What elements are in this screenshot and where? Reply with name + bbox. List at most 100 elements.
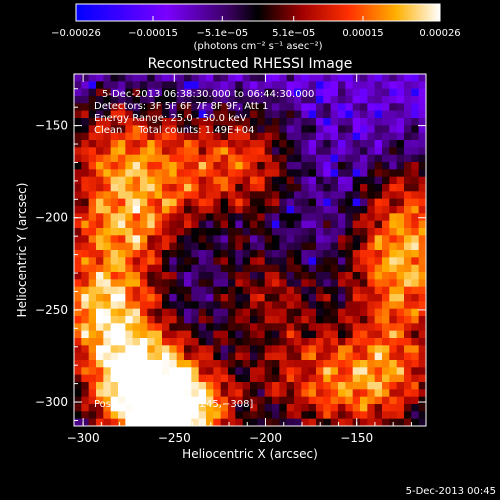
heatmap-cell [338, 360, 346, 368]
heatmap-cell [184, 220, 192, 229]
heatmap-cell [338, 213, 346, 222]
heatmap-cell [235, 250, 244, 258]
heatmap-cell [418, 206, 426, 214]
heatmap-cell [169, 316, 178, 324]
heatmap-cell [418, 389, 426, 398]
heatmap-cell [206, 360, 214, 368]
heatmap-cell [411, 389, 420, 398]
heatmap-cell [242, 103, 251, 112]
heatmap-cell [81, 206, 90, 214]
heatmap-cell [345, 250, 354, 258]
heatmap-cell [81, 294, 90, 302]
heatmap-cell [198, 88, 207, 97]
heatmap-cell [228, 118, 236, 126]
heatmap-cell [418, 264, 426, 273]
heatmap-cell [301, 235, 310, 244]
heatmap-cell [301, 257, 310, 266]
heatmap-cell [81, 338, 90, 346]
heatmap-cell [118, 147, 126, 156]
heatmap-cell [330, 213, 339, 222]
heatmap-cell [338, 176, 346, 185]
heatmap-cell [206, 411, 214, 420]
heatmap-cell [88, 235, 97, 244]
heatmap-cell [360, 162, 368, 170]
heatmap-cell [176, 396, 185, 405]
heatmap-cell [162, 404, 170, 412]
heatmap-cell [184, 389, 192, 398]
heatmap-cell [404, 198, 412, 207]
heatmap-cell [147, 96, 156, 104]
heatmap-cell [286, 125, 295, 134]
heatmap-cell [176, 228, 185, 236]
heatmap-cell [228, 88, 236, 97]
heatmap-cell [382, 74, 390, 82]
heatmap-cell [191, 418, 200, 426]
heatmap-cell [154, 294, 163, 302]
heatmap-cell [294, 176, 302, 185]
heatmap-cell [88, 88, 97, 97]
heatmap-cell [88, 250, 97, 258]
info-block: 5-Dec-2013 06:38:30.000 to 06:44:30.000 … [94, 89, 314, 136]
heatmap-cell [286, 330, 295, 339]
heatmap-cell [250, 279, 258, 288]
heatmap-cell [103, 198, 112, 207]
heatmap-cell [330, 257, 339, 266]
heatmap-cell [411, 110, 420, 119]
heatmap-cell [220, 110, 229, 119]
heatmap-cell [81, 74, 90, 82]
heatmap-cell [286, 367, 295, 376]
heatmap-cell [308, 140, 317, 148]
heatmap-cell [74, 279, 82, 288]
heatmap-cell [301, 132, 310, 141]
heatmap-cell [228, 272, 236, 280]
heatmap-cell [81, 242, 90, 251]
heatmap-cell [257, 294, 266, 302]
heatmap-cell [286, 74, 295, 82]
heatmap-cell [286, 257, 295, 266]
heatmap-cell [330, 389, 339, 398]
heatmap-cell [103, 235, 112, 244]
heatmap-cell [330, 411, 339, 420]
heatmap-cell [316, 286, 324, 295]
heatmap-cell [184, 184, 192, 192]
heatmap-cell [264, 184, 273, 192]
heatmap-cell [125, 140, 134, 148]
heatmap-cell [323, 404, 332, 412]
heatmap-cell [169, 301, 178, 310]
heatmap-cell [169, 81, 178, 90]
heatmap-cell [191, 184, 200, 192]
heatmap-cell [264, 198, 273, 207]
heatmap-cell [162, 191, 170, 200]
heatmap-cell [206, 272, 214, 280]
heatmap-cell [147, 235, 156, 244]
heatmap-cell [242, 279, 251, 288]
heatmap-cell [154, 308, 163, 317]
heatmap-cell [396, 411, 405, 420]
heatmap-cell [132, 125, 141, 134]
heatmap-cell [162, 154, 170, 163]
heatmap-cell [352, 132, 361, 141]
heatmap-cell [323, 411, 332, 420]
heatmap-cell [198, 169, 207, 178]
heatmap-cell [103, 169, 112, 178]
heatmap-cell [88, 352, 97, 361]
heatmap-cell [191, 294, 200, 302]
heatmap-cell [96, 396, 104, 405]
heatmap-cell [257, 162, 266, 170]
heatmap-cell [169, 125, 178, 134]
heatmap-cell [374, 264, 383, 273]
heatmap-cell [301, 88, 310, 97]
heatmap-cell [352, 279, 361, 288]
heatmap-cell [118, 103, 126, 112]
heatmap-cell [169, 228, 178, 236]
heatmap-cell [213, 242, 222, 251]
heatmap-cell [154, 411, 163, 420]
heatmap-cell [169, 360, 178, 368]
heatmap-cell [323, 125, 332, 134]
heatmap-cell [176, 184, 185, 192]
heatmap-cell [316, 206, 324, 214]
heatmap-cell [389, 360, 398, 368]
heatmap-cell [132, 198, 141, 207]
heatmap-cell [308, 308, 317, 317]
heatmap-cell [374, 206, 383, 214]
